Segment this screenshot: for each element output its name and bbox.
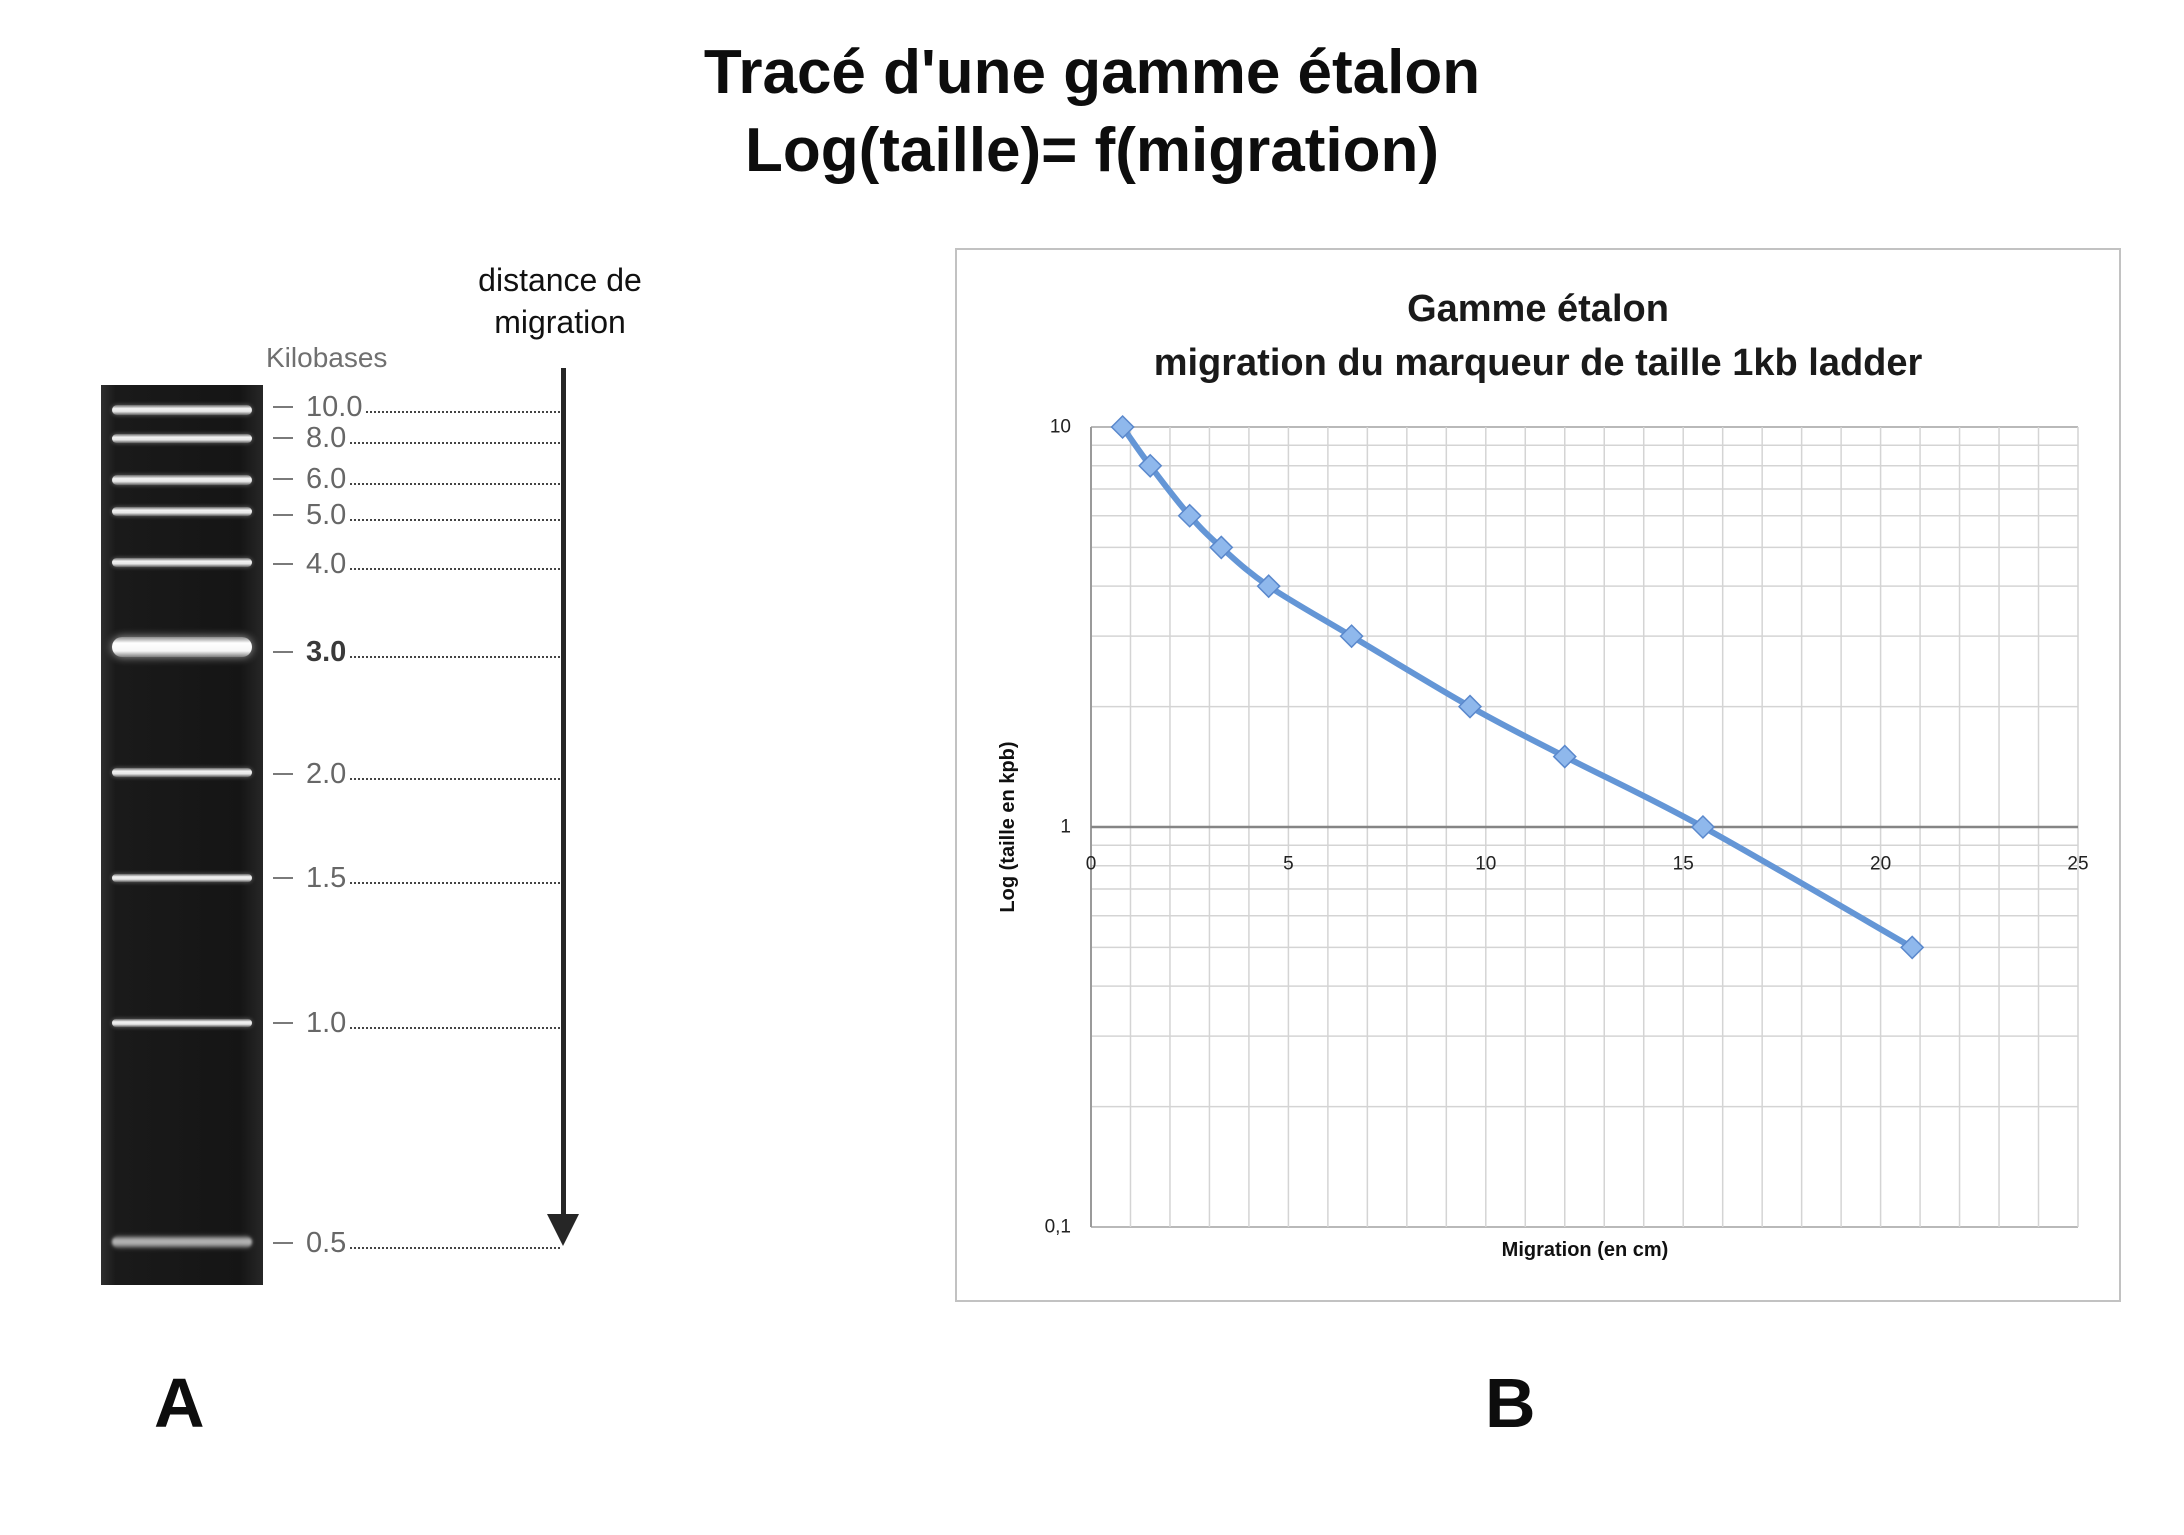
gel-band-1kb xyxy=(112,1019,252,1027)
gel-band-8kb xyxy=(112,434,252,443)
marker-tick xyxy=(273,436,293,440)
y-tick-label: 10 xyxy=(1050,417,1071,438)
marker-tick xyxy=(273,1021,293,1025)
data-point-marker xyxy=(1457,694,1483,719)
panel-b-label: B xyxy=(1485,1364,1536,1442)
dotted-leader-line xyxy=(350,778,560,780)
dotted-leader-line xyxy=(350,519,560,521)
x-tick-label: 0 xyxy=(1086,854,1097,875)
dotted-leader-line xyxy=(350,882,560,884)
dotted-leader-line xyxy=(350,483,560,485)
marker-size-label: 10.0 xyxy=(306,391,363,423)
x-tick-label: 5 xyxy=(1283,854,1294,875)
x-tick-label: 10 xyxy=(1475,854,1496,875)
data-point-marker xyxy=(1339,624,1364,649)
series-line xyxy=(1119,424,1916,951)
marker-tick xyxy=(273,562,293,566)
figure-title-line-2: Log(taille)= f(migration) xyxy=(744,116,1440,185)
y-tick-label: 0,1 xyxy=(1045,1217,1071,1238)
y-tick-label: 1 xyxy=(1060,817,1071,838)
dotted-leader-line xyxy=(350,442,560,444)
x-tick-label: 20 xyxy=(1870,854,1891,875)
data-point-marker xyxy=(1209,535,1234,560)
gel-band-1-5kb xyxy=(112,874,252,882)
ladder-marker-10kb: 10.0 xyxy=(273,390,560,424)
migration-arrow-caption-line-2: migration xyxy=(494,304,626,340)
marker-size-label: 8.0 xyxy=(306,422,347,454)
marker-tick xyxy=(273,513,293,517)
plot-grid xyxy=(1090,426,2079,1228)
figure-title: Tracé d'une gamme étalon Log(taille)= f(… xyxy=(12,34,2172,190)
chart-subtitle: migration du marqueur de taille 1kb ladd… xyxy=(1153,342,1923,384)
arrow-down-icon xyxy=(547,1214,579,1246)
figure-title-line-1: Tracé d'une gamme étalon xyxy=(703,38,1481,107)
gel-band-3kb xyxy=(112,637,252,657)
marker-tick xyxy=(273,1241,293,1245)
marker-tick xyxy=(273,477,293,481)
marker-tick xyxy=(273,650,293,654)
gel-band-4kb xyxy=(112,558,252,567)
gel-band-10kb xyxy=(112,405,252,415)
dotted-leader-line xyxy=(366,411,560,413)
marker-size-label: 1.0 xyxy=(306,1007,347,1039)
chart-frame: Gamme étalon migration du marqueur de ta… xyxy=(955,248,2121,1302)
dotted-leader-line xyxy=(350,656,560,658)
x-axis-label: Migration (en cm) xyxy=(1502,1239,1669,1261)
dotted-leader-line xyxy=(350,1247,560,1249)
marker-tick xyxy=(273,772,293,776)
x-tick-label: 25 xyxy=(2067,854,2088,875)
ladder-marker-1kb: 1.0 xyxy=(273,1006,560,1040)
marker-size-label: 2.0 xyxy=(306,758,347,790)
panel-a-label: A xyxy=(154,1364,205,1442)
chart-plot: 0 5 10 15 20 25 0,1 1 10 Log (taille en kpb) Mig… xyxy=(997,414,2089,1261)
gel-band-6kb xyxy=(112,475,252,485)
ladder-marker-4kb: 4.0 xyxy=(273,547,560,581)
data-point-marker xyxy=(1900,935,1925,960)
gel-lane xyxy=(101,385,263,1285)
data-point-marker xyxy=(1690,814,1716,840)
ladder-marker-5kb: 5.0 xyxy=(273,498,560,532)
ladder-marker-6kb: 6.0 xyxy=(273,462,560,496)
marker-tick xyxy=(273,876,293,880)
dotted-leader-line xyxy=(350,1027,560,1029)
gel-band-0-5kb xyxy=(112,1236,252,1248)
marker-size-label: 4.0 xyxy=(306,548,347,580)
migration-arrow-shaft xyxy=(561,368,566,1220)
data-point-marker xyxy=(1552,744,1577,769)
migration-arrow-caption: distance de migration xyxy=(440,259,680,343)
kilobases-unit-label: Kilobases xyxy=(266,342,388,373)
x-tick-label: 15 xyxy=(1673,854,1694,875)
ladder-marker-0-5kb: 0.5 xyxy=(273,1226,560,1260)
ladder-marker-3kb: 3.0 xyxy=(273,635,560,669)
ladder-marker-2kb: 2.0 xyxy=(273,757,560,791)
dotted-leader-line xyxy=(350,568,560,570)
marker-size-label: 1.5 xyxy=(306,862,347,894)
data-point-marker xyxy=(1256,574,1281,599)
marker-tick xyxy=(273,405,293,409)
data-point-marker xyxy=(1138,453,1163,478)
migration-arrow-caption-line-1: distance de xyxy=(478,262,642,298)
ladder-marker-1-5kb: 1.5 xyxy=(273,861,560,895)
y-axis-label: Log (taille en kpb) xyxy=(997,741,1019,912)
data-series xyxy=(1110,414,1925,960)
marker-size-label: 5.0 xyxy=(306,499,347,531)
ladder-marker-8kb: 8.0 xyxy=(273,421,560,455)
data-point-marker xyxy=(1110,414,1135,440)
marker-size-label: 0.5 xyxy=(306,1227,347,1259)
marker-size-label: 6.0 xyxy=(306,463,347,495)
chart-title: Gamme étalon xyxy=(1407,288,1669,330)
gel-band-5kb xyxy=(112,507,252,516)
marker-size-label: 3.0 xyxy=(306,636,347,668)
gel-band-2kb xyxy=(112,768,252,777)
data-point-marker xyxy=(1177,503,1202,528)
tick-labels: 0 5 10 15 20 25 0,1 1 10 xyxy=(1045,417,2089,1238)
